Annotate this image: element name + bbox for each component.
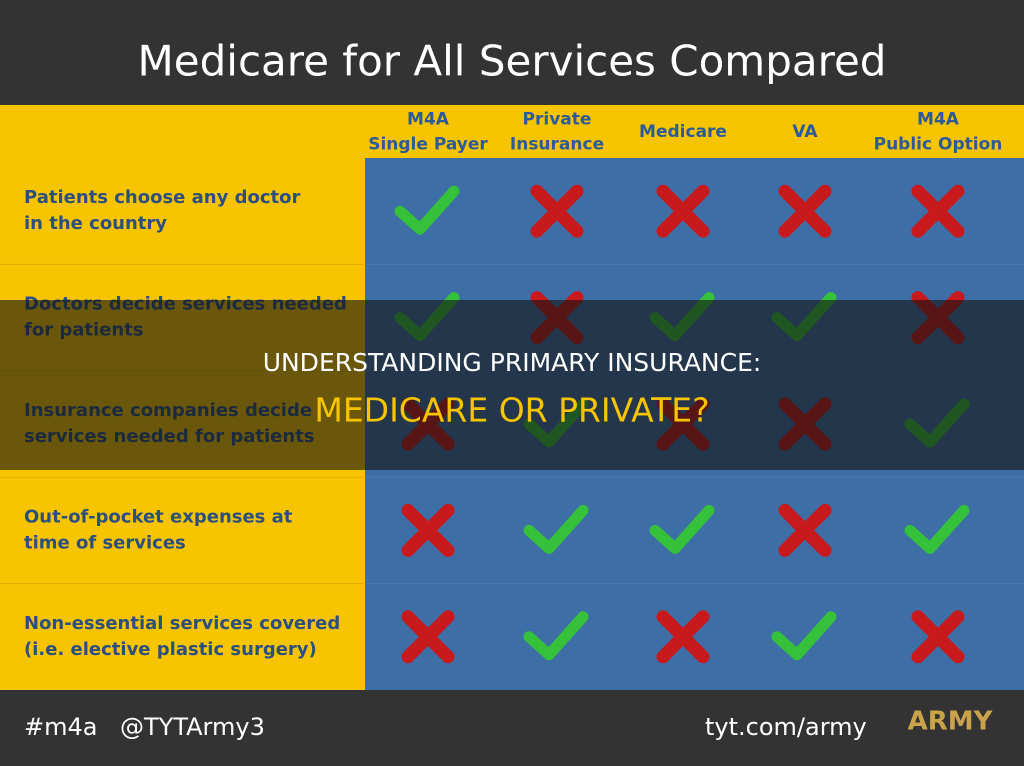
title: Medicare for All Services Compared: [138, 37, 887, 86]
cross-mark: [656, 610, 710, 664]
banner-line2: MEDICARE OR PRIVATE?: [314, 391, 709, 430]
row-label: Patients choose any doctor: [24, 187, 300, 208]
cross-mark: [656, 184, 710, 238]
column-header: Insurance: [510, 135, 604, 155]
cross-mark: [778, 503, 832, 557]
row-label: in the country: [24, 213, 167, 234]
column-header: Public Option: [874, 135, 1003, 155]
banner: [0, 300, 1024, 470]
column-header: Medicare: [639, 122, 727, 142]
check-mark: [523, 611, 589, 661]
row-label: Out-of-pocket expenses at: [24, 506, 293, 527]
cross-mark: [401, 503, 455, 557]
row-label: time of services: [24, 532, 186, 553]
row-label: (i.e. elective plastic surgery): [24, 639, 317, 660]
row-label: Non-essential services covered: [24, 613, 340, 634]
column-header: M4A: [407, 110, 450, 130]
title-bar: [0, 0, 1024, 105]
footer-handle: @TYTArmy3: [120, 713, 265, 741]
check-mark: [771, 611, 837, 661]
check-mark: [649, 504, 715, 554]
footer-url: tyt.com/army: [705, 713, 867, 741]
cross-mark: [911, 184, 965, 238]
column-header: Single Payer: [368, 135, 488, 155]
banner-line1: UNDERSTANDING PRIMARY INSURANCE:: [263, 348, 762, 377]
cross-mark: [401, 610, 455, 664]
cross-mark: [778, 184, 832, 238]
cross-mark: [530, 184, 584, 238]
footer-hashtag: #m4a: [24, 713, 97, 741]
cross-mark: [911, 610, 965, 664]
check-mark: [904, 504, 970, 554]
check-mark: [394, 185, 460, 235]
footer-logo: ARMY: [908, 707, 994, 737]
footer-bar: [0, 690, 1024, 766]
check-mark: [523, 504, 589, 554]
column-header: VA: [792, 122, 818, 142]
column-header: Private: [523, 110, 592, 130]
column-header: M4A: [917, 110, 960, 130]
